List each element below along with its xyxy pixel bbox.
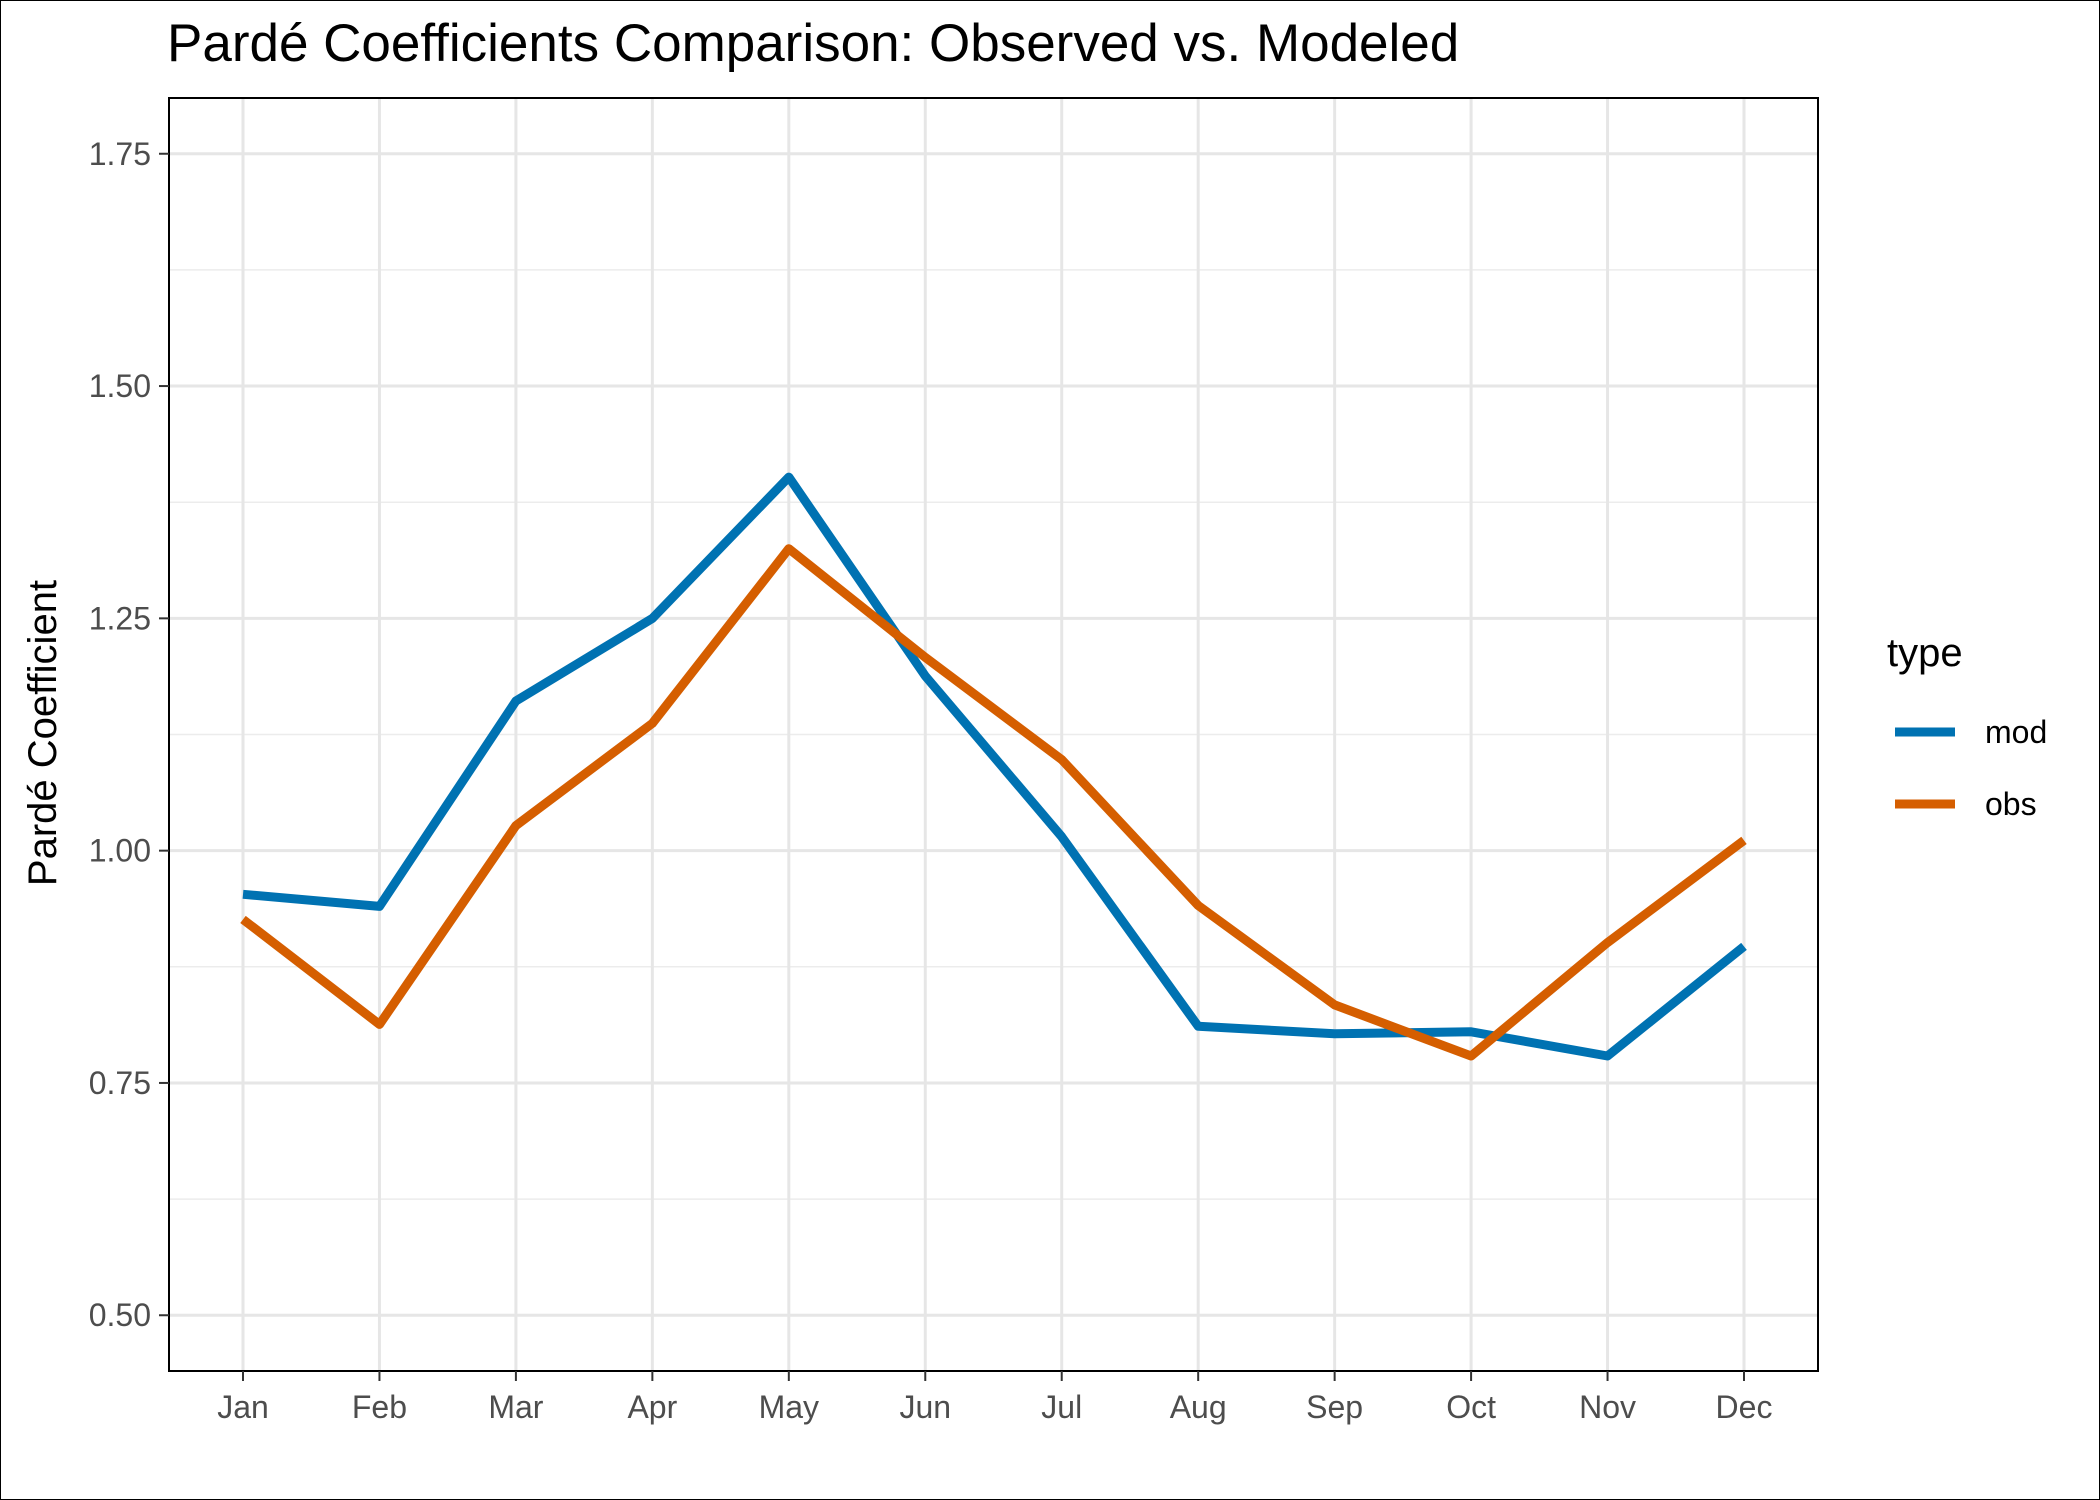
- chart-title: Pardé Coefficients Comparison: Observed …: [167, 14, 1459, 73]
- y-axis-ticks: 0.50 0.75 1.00 1.25 1.50 1.75: [89, 136, 169, 1333]
- y-tick-label: 0.50: [89, 1297, 151, 1333]
- series-lines: [240, 472, 1747, 1061]
- y-tick-label: 1.25: [89, 600, 151, 636]
- legend-title: type: [1887, 631, 1963, 675]
- series-line-mod: [242, 472, 1747, 1061]
- x-tick-label: Jan: [217, 1389, 269, 1425]
- x-tick-label: Feb: [352, 1389, 407, 1425]
- series-line-obs: [240, 544, 1747, 1061]
- legend-label-mod: mod: [1985, 714, 2047, 750]
- x-tick-label: Aug: [1170, 1389, 1227, 1425]
- x-axis-ticks: Jan Feb Mar Apr May Jun Jul Aug Sep Oct Nov Dec: [217, 1371, 1772, 1425]
- y-axis-label: Pardé Coefficient: [21, 580, 65, 886]
- y-tick-label: 1.50: [89, 368, 151, 404]
- x-tick-label: May: [759, 1389, 819, 1425]
- x-tick-label: Nov: [1579, 1389, 1636, 1425]
- y-tick-label: 0.75: [89, 1065, 151, 1101]
- legend: type mod obs: [1887, 631, 2047, 822]
- x-tick-label: Dec: [1716, 1389, 1773, 1425]
- y-tick-label: 1.75: [89, 136, 151, 172]
- plot-panel-border: [168, 97, 1819, 1372]
- x-tick-label: Oct: [1446, 1389, 1496, 1425]
- x-tick-label: Jun: [899, 1389, 951, 1425]
- legend-label-obs: obs: [1985, 786, 2037, 822]
- x-tick-label: Sep: [1306, 1389, 1363, 1425]
- x-tick-label: Apr: [627, 1389, 677, 1425]
- x-tick-label: Mar: [488, 1389, 543, 1425]
- grid-lines: [169, 98, 1818, 1371]
- y-tick-label: 1.00: [89, 833, 151, 869]
- x-tick-label: Jul: [1041, 1389, 1082, 1425]
